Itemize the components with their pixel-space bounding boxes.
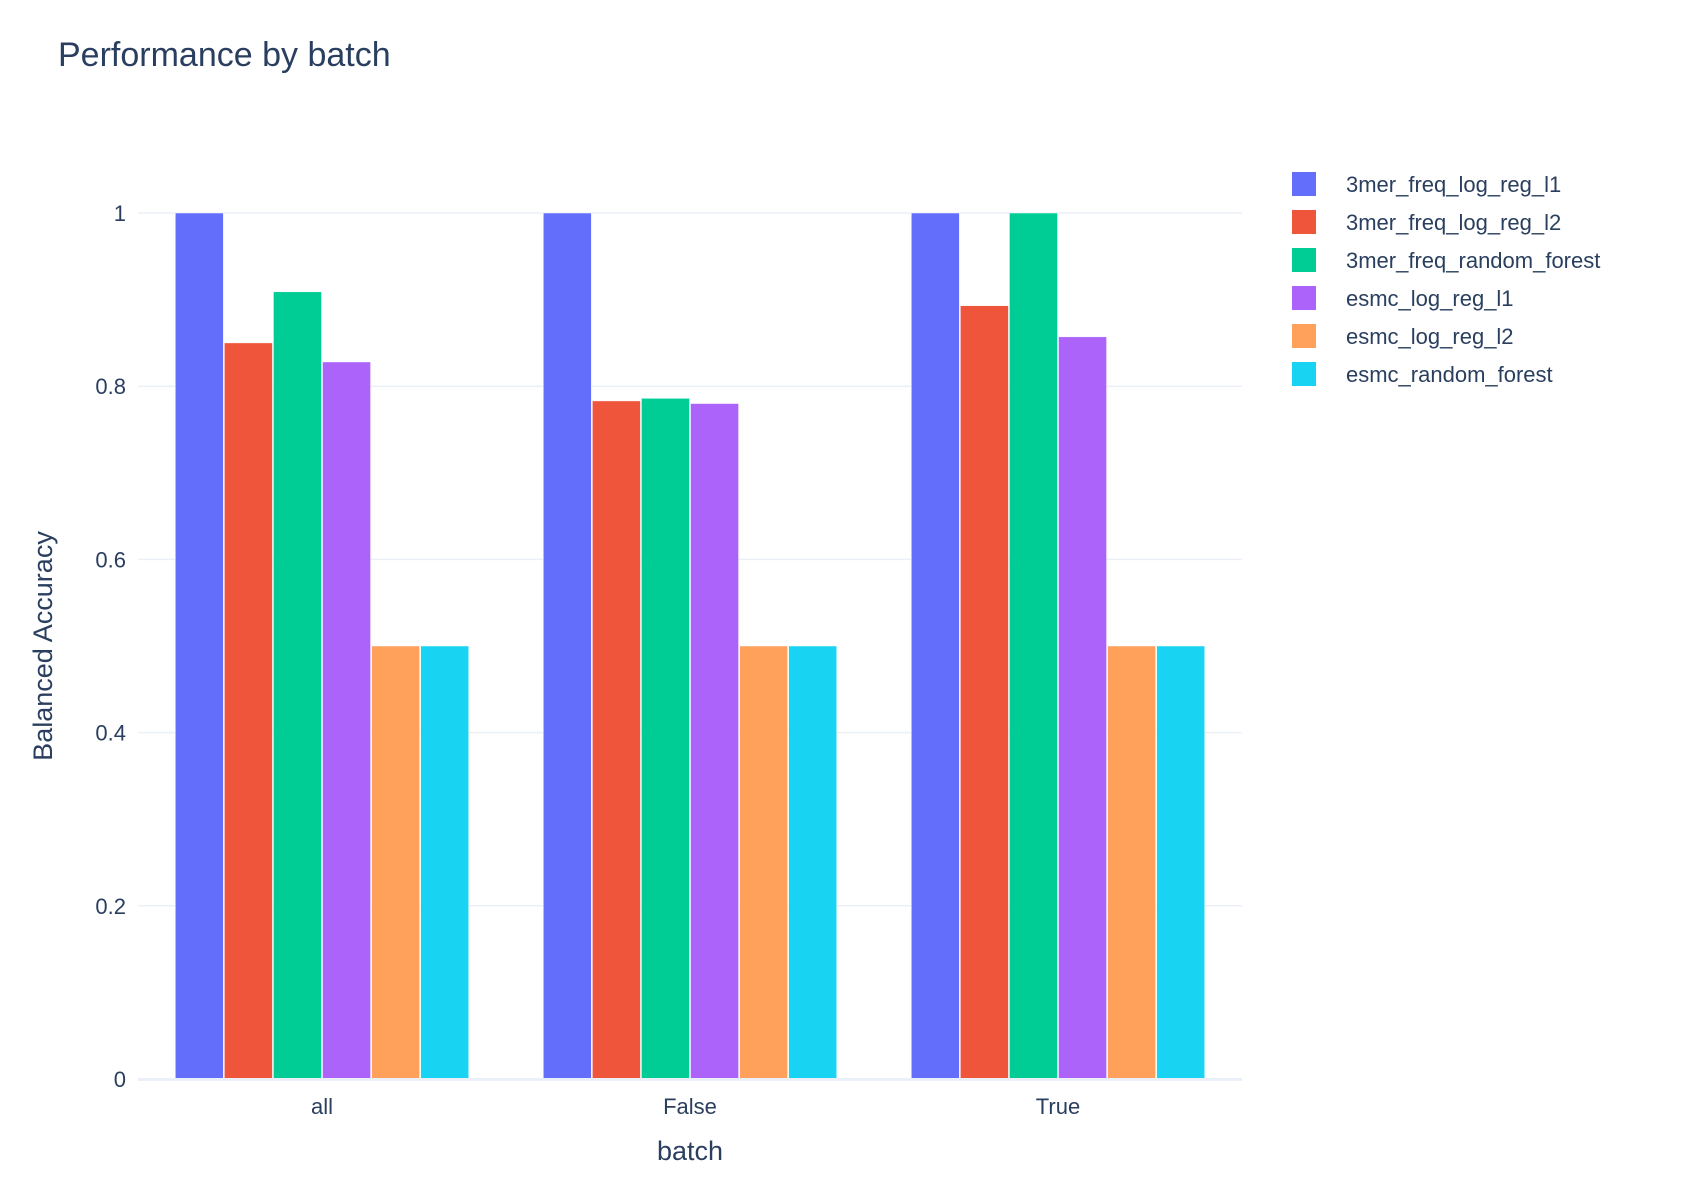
legend-swatch bbox=[1292, 324, 1316, 348]
y-tick-label: 0 bbox=[114, 1067, 126, 1092]
y-tick-label: 0.6 bbox=[95, 547, 126, 572]
bar-esmc_log_reg_l2-all[interactable] bbox=[371, 645, 420, 1080]
legend-label: esmc_random_forest bbox=[1346, 362, 1553, 387]
chart-title: Performance by batch bbox=[58, 36, 391, 74]
bar-3mer_freq_log_reg_l1-all[interactable] bbox=[175, 212, 224, 1080]
bar-esmc_random_forest-all[interactable] bbox=[420, 645, 469, 1080]
legend-item[interactable]: 3mer_freq_log_reg_l2 bbox=[1292, 210, 1561, 235]
legend-label: 3mer_freq_log_reg_l1 bbox=[1346, 172, 1561, 197]
bar-3mer_freq_random_forest-True[interactable] bbox=[1009, 212, 1058, 1080]
bar-3mer_freq_log_reg_l2-False[interactable] bbox=[592, 400, 641, 1080]
bar-esmc_random_forest-False[interactable] bbox=[788, 645, 837, 1080]
legend-label: esmc_log_reg_l1 bbox=[1346, 286, 1514, 311]
legend-item[interactable]: 3mer_freq_random_forest bbox=[1292, 248, 1600, 273]
bar-esmc_log_reg_l1-True[interactable] bbox=[1058, 336, 1107, 1080]
bar-3mer_freq_random_forest-False[interactable] bbox=[641, 398, 690, 1080]
bar-esmc_log_reg_l2-True[interactable] bbox=[1107, 645, 1156, 1080]
bar-3mer_freq_random_forest-all[interactable] bbox=[273, 291, 322, 1080]
y-tick-labels: 0 0.2 0.4 0.6 0.8 1 bbox=[95, 201, 126, 1092]
x-tick-labels: all False True bbox=[311, 1094, 1080, 1119]
grid-lines bbox=[138, 212, 1242, 907]
legend-label: 3mer_freq_random_forest bbox=[1346, 248, 1600, 273]
bar-3mer_freq_log_reg_l1-True[interactable] bbox=[911, 212, 960, 1080]
x-tick-label: False bbox=[663, 1094, 717, 1119]
x-tick-label: True bbox=[1036, 1094, 1080, 1119]
legend-swatch bbox=[1292, 172, 1316, 196]
legend-item[interactable]: esmc_log_reg_l2 bbox=[1292, 324, 1514, 349]
legend-item[interactable]: 3mer_freq_log_reg_l1 bbox=[1292, 172, 1561, 197]
legend-item[interactable]: esmc_log_reg_l1 bbox=[1292, 286, 1514, 311]
legend-swatch bbox=[1292, 286, 1316, 310]
y-axis-label: Balanced Accuracy bbox=[28, 531, 58, 761]
bar-3mer_freq_log_reg_l2-all[interactable] bbox=[224, 342, 273, 1080]
bar-esmc_log_reg_l1-False[interactable] bbox=[690, 403, 739, 1080]
legend-item[interactable]: esmc_random_forest bbox=[1292, 362, 1553, 387]
x-tick-label: all bbox=[311, 1094, 333, 1119]
y-tick-label: 1 bbox=[114, 201, 126, 226]
x-axis-label: batch bbox=[657, 1136, 723, 1166]
y-tick-label: 0.8 bbox=[95, 374, 126, 399]
y-tick-label: 0.2 bbox=[95, 894, 126, 919]
legend-swatch bbox=[1292, 362, 1316, 386]
legend-swatch bbox=[1292, 248, 1316, 272]
bar-esmc_random_forest-True[interactable] bbox=[1156, 645, 1205, 1080]
bar-3mer_freq_log_reg_l2-True[interactable] bbox=[960, 305, 1009, 1080]
bar-3mer_freq_log_reg_l1-False[interactable] bbox=[543, 212, 592, 1080]
legend-label: esmc_log_reg_l2 bbox=[1346, 324, 1514, 349]
bars bbox=[175, 212, 1205, 1080]
legend-swatch bbox=[1292, 210, 1316, 234]
bar-esmc_log_reg_l1-all[interactable] bbox=[322, 361, 371, 1080]
y-tick-label: 0.4 bbox=[95, 721, 126, 746]
bar-esmc_log_reg_l2-False[interactable] bbox=[739, 645, 788, 1080]
legend[interactable]: 3mer_freq_log_reg_l1 3mer_freq_log_reg_l2… bbox=[1292, 172, 1600, 387]
legend-label: 3mer_freq_log_reg_l2 bbox=[1346, 210, 1561, 235]
